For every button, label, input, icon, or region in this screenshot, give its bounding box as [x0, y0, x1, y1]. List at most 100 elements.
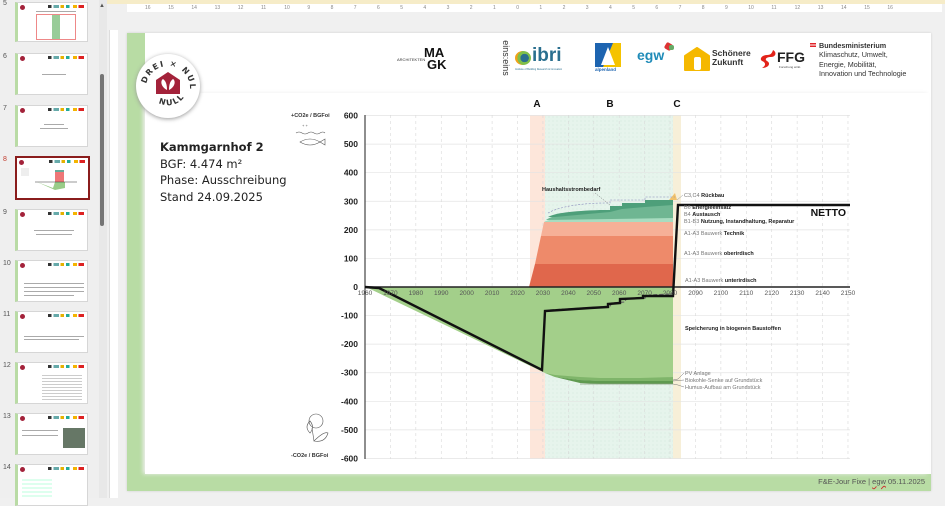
thumb-line	[44, 124, 64, 125]
thumb-number: 8	[3, 156, 7, 163]
alpenland-icon	[595, 43, 621, 67]
thumb-number: 14	[3, 464, 11, 471]
phase-a-label: A	[533, 99, 540, 110]
slide-thumbnail-8[interactable]	[15, 156, 90, 200]
x-tick-label: 2060	[612, 290, 627, 297]
ruler-tick: 10	[748, 5, 754, 11]
area-b6	[548, 200, 673, 217]
ruler-tick: 11	[771, 5, 777, 11]
label-pv-anlage: PV Anlage	[685, 371, 711, 377]
ylabel-bottom: -CO2e / BGFoi	[291, 453, 329, 459]
ruler-tick: 6	[377, 5, 380, 11]
y-axis-ticks: 600 500 400 300 200 100 0 -100 -200 -300 -400 -500 -…	[341, 111, 358, 464]
logo-egw: egw	[637, 41, 674, 65]
x-tick-label: 2050	[587, 290, 602, 297]
globe-plant-icon	[306, 413, 329, 442]
slide-thumbnail-6[interactable]	[15, 53, 88, 95]
positive-stacked-areas	[529, 193, 677, 287]
x-tick-label: 1960	[358, 290, 373, 297]
x-tick-label: 2100	[714, 290, 729, 297]
slide-thumbnail-9[interactable]	[15, 209, 88, 251]
thumb-partner-logos	[48, 108, 84, 111]
slide-thumbnail-14[interactable]	[15, 464, 88, 506]
y-tick-label: 600	[344, 111, 358, 121]
thumb-number: 11	[3, 311, 11, 318]
thumb-line	[24, 291, 84, 292]
ruler-tick: 4	[609, 5, 612, 11]
leader-haushalt	[594, 192, 611, 206]
thumb-line	[42, 74, 66, 75]
ruler-tick: 0	[516, 5, 519, 11]
ruler-tick: 4	[423, 5, 427, 11]
label-haushaltsstrombedarf: Haushaltsstrombedarf	[542, 187, 601, 193]
ruler-tick: 10	[284, 5, 290, 11]
area-c3-c4	[669, 193, 677, 200]
y-tick-label: -600	[341, 453, 358, 463]
x-tick-label: 1970	[383, 290, 398, 297]
x-tick-label: 2000	[459, 290, 474, 297]
x-tick-label: 2120	[764, 290, 779, 297]
project-phase: Phase: Ausschreibung	[160, 173, 287, 187]
slide-thumbnail-11[interactable]	[15, 311, 88, 353]
thumb-line	[24, 283, 84, 284]
thumbnail-scrollbar[interactable]	[99, 0, 107, 498]
thumb-logo-icon	[20, 314, 25, 319]
thumb-partner-logos	[48, 212, 84, 215]
ruler-tick: 8	[330, 5, 334, 11]
x-tick-label: 2070	[637, 290, 652, 297]
ruler-tick: 9	[307, 5, 311, 11]
thumb-image	[36, 14, 76, 40]
thumb-line	[40, 128, 68, 129]
thumb-line	[36, 11, 76, 12]
ruler-tick: 5	[632, 5, 635, 11]
egw-leaf-icon	[669, 45, 674, 50]
green-left-band	[127, 33, 145, 491]
slide-canvas[interactable]: F&E-Jour Fixe | egw 05.11.2025 DREI × NU…	[127, 33, 931, 491]
y-tick-label: -200	[341, 339, 358, 349]
area-oberirdisch	[535, 236, 673, 264]
slide-thumbnail-10[interactable]	[15, 260, 88, 302]
ruler-tick: 14	[841, 5, 847, 11]
y-tick-label: -300	[341, 368, 358, 378]
slide-thumbnail-13[interactable]	[15, 413, 88, 455]
phase-b-label: B	[606, 99, 613, 110]
thumb-logo-icon	[20, 212, 25, 217]
ruler-tick: 16	[887, 5, 893, 11]
ruler-tick: 11	[261, 5, 267, 11]
thumb-line	[24, 336, 84, 337]
austria-flag-icon	[810, 43, 816, 47]
scroll-up-arrow-icon[interactable]: ▲	[99, 3, 105, 9]
netto-line	[364, 203, 850, 372]
thumb-photo	[63, 428, 85, 448]
thumb-partner-logos	[48, 365, 84, 368]
scrollbar-thumb[interactable]	[100, 74, 104, 226]
thumb-line	[24, 339, 79, 340]
ruler-tick: 9	[725, 5, 728, 11]
x-tick-label: 2080	[663, 290, 678, 297]
x-tick-label: 2110	[739, 290, 753, 297]
slide-thumbnail-7[interactable]	[15, 105, 88, 147]
thumb-partner-logos	[48, 56, 84, 59]
slide-thumbnail-5[interactable]	[15, 2, 88, 42]
thumb-logo-icon	[20, 365, 25, 370]
ruler-tick: 2	[469, 5, 473, 11]
ruler-tick: 2	[562, 5, 566, 11]
thumb-number: 10	[3, 260, 11, 267]
label-biokohle: Biokohle-Senke auf Grundstück	[685, 378, 763, 384]
slide-thumbnail-12[interactable]	[15, 362, 88, 404]
ibri-globe-icon	[515, 51, 531, 65]
label-b4: B4 Austausch	[684, 212, 721, 218]
x-tick-label: 2040	[561, 290, 576, 297]
area-unterirdisch	[529, 264, 673, 287]
project-info: Kammgarnhof 2 BGF: 4.474 m² Phase: Aussc…	[160, 139, 287, 205]
thumb-chart	[21, 168, 77, 190]
label-humus: Humus-Aufbau am Grundstück	[685, 385, 761, 391]
svg-text:+ +: + +	[302, 123, 308, 128]
y-tick-label: -500	[341, 425, 358, 435]
thumb-logo-icon	[20, 263, 25, 268]
thumb-partner-logos	[48, 314, 84, 317]
ffg-swoosh-icon	[760, 50, 776, 68]
thumb-partner-logos	[48, 416, 84, 419]
thumb-number: 9	[3, 209, 7, 216]
x-tick-label: 1990	[434, 290, 449, 297]
